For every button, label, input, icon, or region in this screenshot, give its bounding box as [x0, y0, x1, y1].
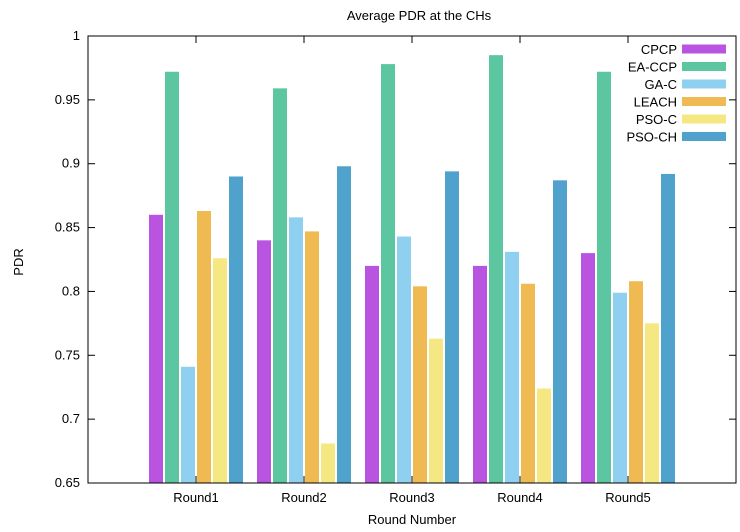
- bar-cpcp-round4: [473, 265, 487, 483]
- bar-ga-c-round3: [397, 236, 411, 483]
- legend-label-pso-c: PSO-C: [636, 112, 677, 127]
- legend-label-ea-ccp: EA-CCP: [628, 60, 677, 75]
- y-tick-label: 0.8: [62, 283, 80, 298]
- y-tick-label: 0.65: [55, 475, 80, 490]
- bar-ga-c-round5: [613, 292, 627, 483]
- legend-swatch-leach: [682, 97, 726, 106]
- bar-ga-c-round1: [181, 366, 195, 483]
- bar-ga-c-round2: [289, 217, 303, 483]
- y-axis-label: PDR: [11, 248, 26, 275]
- bar-ga-c-round4: [505, 251, 519, 483]
- bar-cpcp-round3: [365, 265, 379, 483]
- x-tick-label: Round2: [281, 490, 327, 505]
- bar-ea-ccp-round1: [165, 71, 179, 483]
- legend-label-leach: LEACH: [634, 95, 677, 110]
- x-tick-label: Round4: [497, 490, 543, 505]
- legend-swatch-ea-ccp: [682, 62, 726, 71]
- legend-label-ga-c: GA-C: [645, 77, 678, 92]
- bar-ea-ccp-round2: [273, 88, 287, 483]
- x-axis-ticks: Round1 Round2 Round3 Round4 Round5: [173, 36, 651, 505]
- bar-leach-round1: [197, 210, 211, 483]
- legend-swatch-pso-c: [682, 114, 726, 124]
- y-tick-label: 0.95: [55, 92, 80, 107]
- y-tick-label: 1: [73, 28, 80, 43]
- y-tick-label: 0.7: [62, 411, 80, 426]
- bar-pso-ch-round3: [445, 171, 459, 483]
- legend-swatch-pso-ch: [682, 132, 726, 141]
- bar-leach-round4: [521, 283, 535, 483]
- bar-pso-ch-round1: [229, 176, 243, 483]
- bar-leach-round3: [413, 286, 427, 483]
- legend-label-cpcp: CPCP: [641, 42, 677, 57]
- bar-pso-c-round5: [645, 323, 659, 483]
- x-tick-label: Round1: [173, 490, 219, 505]
- bar-ea-ccp-round5: [597, 71, 611, 483]
- bar-cpcp-round2: [257, 240, 271, 483]
- bar-cpcp-round1: [149, 214, 163, 484]
- y-tick-label: 0.75: [55, 347, 80, 362]
- bar-pso-c-round2: [321, 443, 335, 483]
- y-tick-label: 0.9: [62, 156, 80, 171]
- bar-ea-ccp-round3: [381, 64, 395, 484]
- bar-leach-round2: [305, 231, 319, 483]
- bar-pso-c-round1: [213, 258, 227, 483]
- legend-label-pso-ch: PSO-CH: [626, 130, 677, 145]
- legend: CPCP EA-CCP GA-C LEACH PSO-C PSO-CH: [626, 42, 726, 145]
- bar-leach-round5: [629, 281, 643, 483]
- x-tick-label: Round3: [389, 490, 435, 505]
- bar-pso-c-round3: [429, 338, 443, 483]
- y-axis-ticks: 0.65 0.7 0.75 0.8 0.85 0.9 0.95 1: [55, 28, 736, 490]
- bar-cpcp-round5: [581, 253, 595, 483]
- bar-pso-ch-round5: [661, 173, 675, 483]
- x-axis-label: Round Number: [368, 512, 457, 527]
- bars-layer: [149, 55, 675, 484]
- legend-swatch-ga-c: [682, 79, 726, 89]
- bar-ea-ccp-round4: [489, 55, 503, 484]
- legend-swatch-cpcp: [682, 44, 726, 54]
- bar-pso-c-round4: [537, 388, 551, 483]
- x-tick-label: Round5: [605, 490, 651, 505]
- bar-pso-ch-round2: [337, 166, 351, 484]
- y-tick-label: 0.85: [55, 220, 80, 235]
- chart-title: Average PDR at the CHs: [347, 8, 492, 23]
- bar-pso-ch-round4: [553, 180, 567, 483]
